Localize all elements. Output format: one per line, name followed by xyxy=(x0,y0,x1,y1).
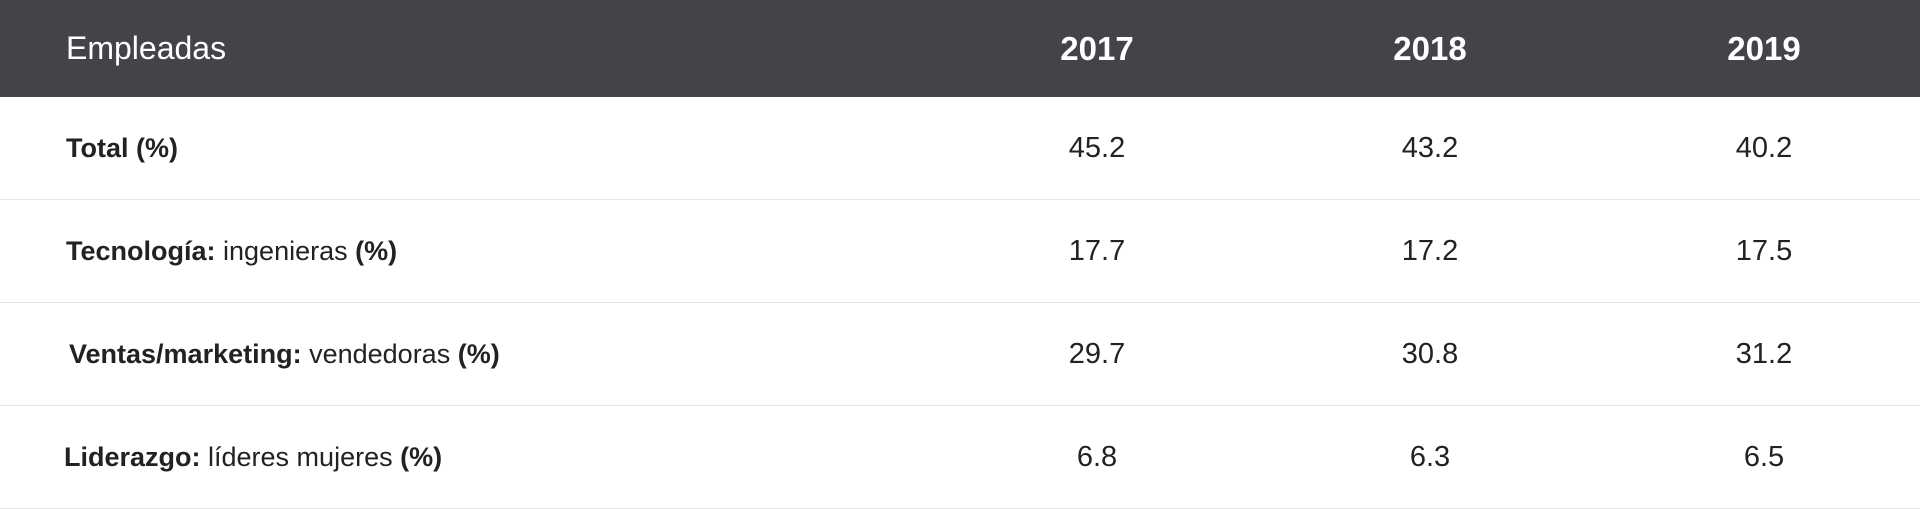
table-cell-2019: 17.5 xyxy=(1735,234,1793,267)
header-year-2018: 2018 xyxy=(1393,29,1467,67)
table-cell-2019: 6.5 xyxy=(1743,440,1785,473)
header-label: Empleadas xyxy=(66,30,227,66)
row-label: Tecnología: ingenieras (%) xyxy=(66,200,397,302)
table-cell-2018: 17.2 xyxy=(1401,234,1459,267)
row-label-suffix: (%) xyxy=(355,235,398,266)
row-label: Liderazgo: líderes mujeres (%) xyxy=(64,406,442,508)
row-label-suffix: (%) xyxy=(457,338,500,369)
table-row-technology: Tecnología: ingenieras (%) 17.7 17.2 17.… xyxy=(0,200,1920,303)
table-row-sales-marketing: Ventas/marketing: vendedoras (%) 29.7 30… xyxy=(0,303,1920,406)
table-cell-2017: 17.7 xyxy=(1068,234,1126,267)
header-year-2017: 2017 xyxy=(1060,29,1134,67)
row-label-normal: líderes mujeres xyxy=(200,441,401,472)
table-row-leadership: Liderazgo: líderes mujeres (%) 6.8 6.3 6… xyxy=(0,406,1920,509)
table-cell-2019: 31.2 xyxy=(1735,337,1793,370)
table-header-row: Empleadas 2017 2018 2019 xyxy=(0,0,1920,97)
row-label: Total (%) xyxy=(66,97,178,199)
row-label-bold: Tecnología: xyxy=(66,235,216,266)
table-row-total: Total (%) 45.2 43.2 40.2 xyxy=(0,97,1920,200)
table-cell-2017: 29.7 xyxy=(1068,337,1126,370)
row-label-bold: Liderazgo: xyxy=(64,441,201,472)
row-label-normal: vendedoras xyxy=(301,338,458,369)
row-label: Ventas/marketing: vendedoras (%) xyxy=(69,303,500,405)
row-label-bold: Total (%) xyxy=(66,132,178,163)
row-label-normal: ingenieras xyxy=(215,235,356,266)
row-label-suffix: (%) xyxy=(400,441,443,472)
header-year-2019: 2019 xyxy=(1727,29,1801,67)
table-cell-2017: 6.8 xyxy=(1076,440,1118,473)
table-cell-2018: 43.2 xyxy=(1401,131,1459,164)
table-cell-2017: 45.2 xyxy=(1068,131,1126,164)
table-cell-2019: 40.2 xyxy=(1735,131,1793,164)
table-cell-2018: 30.8 xyxy=(1401,337,1459,370)
row-label-bold: Ventas/marketing: xyxy=(69,338,302,369)
table-cell-2018: 6.3 xyxy=(1409,440,1451,473)
